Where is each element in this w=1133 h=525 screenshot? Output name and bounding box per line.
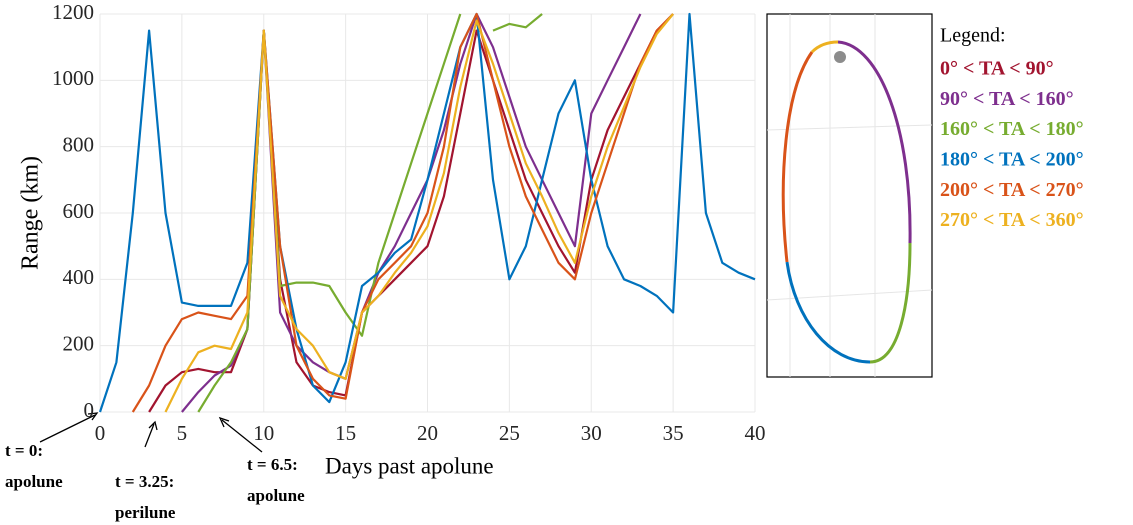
annotation: t = 0: [5,441,43,460]
x-tick-label: 10 [253,421,274,445]
series-line [98,12,756,413]
inset-orbit [766,13,933,378]
y-tick-label: 200 [63,331,95,355]
y-tick-label: 0 [84,398,95,422]
legend-entry: 160° < TA < 180° [940,118,1084,140]
annotation: apolune [5,472,63,491]
y-axis-label: Range (km) [18,156,44,270]
y-tick-label: 1200 [52,0,94,24]
x-tick-label: 0 [95,421,106,445]
y-tick-label: 400 [63,265,95,289]
x-tick-label: 20 [417,421,438,445]
legend-entry: 200° < TA < 270° [940,179,1084,201]
x-tick-label: 25 [499,421,520,445]
y-tick-label: 600 [63,199,95,223]
x-tick-label: 35 [663,421,684,445]
legend-entry: 180° < TA < 200° [940,148,1084,170]
annotation: apolune [247,486,305,505]
annotation: t = 3.25: [115,472,174,491]
legend-entry: 90° < TA < 160° [940,88,1074,110]
series-line [164,13,674,413]
series-line [197,13,543,413]
annotation: t = 6.5: [247,455,298,474]
x-tick-label: 5 [177,421,188,445]
x-tick-label: 15 [335,421,356,445]
y-tick-label: 1000 [52,66,94,90]
series-line [131,12,674,413]
legend-title: Legend: [940,25,1006,47]
x-tick-label: 40 [745,421,766,445]
arrows [39,412,263,453]
x-tick-label: 30 [581,421,602,445]
legend-entry: 270° < TA < 360° [940,209,1084,231]
x-axis-label: Days past apolune [325,453,494,478]
legend-entry: 0° < TA < 90° [940,58,1054,80]
annotation: perilune [115,503,176,522]
series-line [148,13,674,413]
y-tick-label: 800 [63,132,95,156]
